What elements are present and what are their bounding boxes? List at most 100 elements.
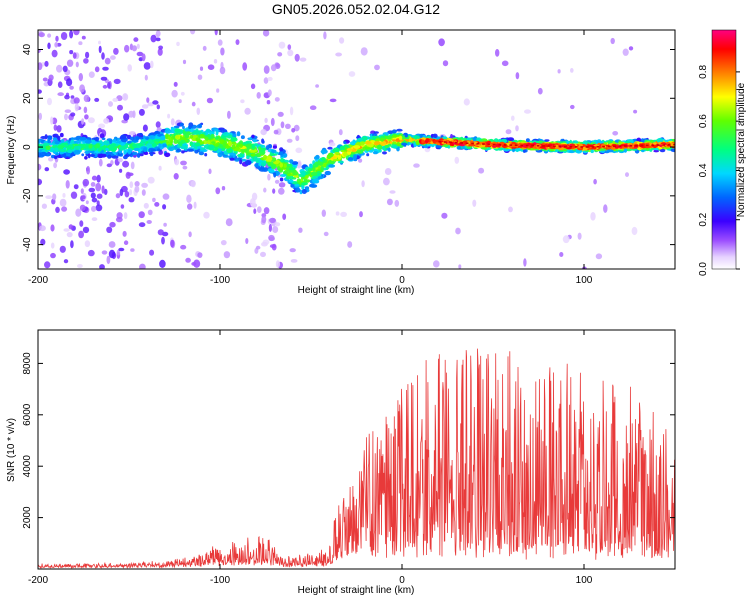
spectrogram-cell	[60, 153, 67, 158]
spectrogram-cell	[240, 99, 245, 104]
colorbar-tick-label: 0.8	[698, 64, 709, 78]
spectrogram-cell	[62, 65, 68, 73]
spectrogram-cell	[141, 189, 146, 196]
spectrogram-cell	[394, 199, 400, 207]
spectrogram-cell	[280, 121, 285, 129]
spectrogram-cell	[268, 234, 275, 242]
spectrogram-cell	[373, 131, 379, 134]
spectrogram-cell	[389, 190, 396, 194]
spectrogram-cell	[134, 185, 140, 193]
y-tick-label: 4000	[22, 455, 33, 478]
y-tick-label: 6000	[22, 403, 33, 426]
spectrogram-cell	[141, 182, 149, 188]
spectrogram-cell	[189, 142, 194, 145]
spectrogram-cell	[320, 166, 324, 171]
spectrogram-cell	[384, 168, 392, 175]
spectrogram-cell	[413, 135, 418, 140]
spectrogram-cell	[633, 109, 638, 114]
spectrogram-cell	[102, 145, 107, 148]
spectrogram-cell	[348, 71, 356, 77]
spectrogram-cell	[346, 148, 353, 151]
spectrogram-cell	[120, 134, 127, 140]
spectrogram-cell	[143, 151, 149, 155]
spectrogram-cell	[279, 174, 287, 177]
spectrogram-cell	[514, 147, 521, 152]
spectrogram-cell	[50, 116, 54, 125]
spectrogram-cell	[505, 129, 512, 135]
spectrogram-cell	[261, 162, 266, 167]
snr-panel: -200 -100 0 100 2000 4000 6000 8000 Height of …	[6, 329, 676, 596]
spectrogram-cell	[236, 144, 239, 148]
spectrogram-cell	[323, 231, 329, 237]
spectrogram-cell	[83, 94, 90, 103]
colorbar: 0.0 0.2 0.4 0.6 0.8 Normalized spectral ampl…	[698, 29, 747, 276]
spectrogram-cell	[100, 76, 108, 81]
spectrogram-cell	[291, 161, 299, 165]
spectrogram-cell	[196, 107, 201, 116]
spectrogram-cell	[433, 260, 440, 268]
spectrogram-cell	[64, 94, 70, 100]
spectrogram-cell	[332, 147, 340, 153]
spectrogram-cell	[544, 139, 550, 142]
spectrogram-cell	[289, 179, 294, 183]
spectrogram-cell	[450, 134, 453, 139]
spectrogram-cell	[221, 186, 226, 191]
spectrogram-cell	[99, 264, 105, 269]
spectrogram-cell	[606, 149, 614, 153]
spectrogram-cell	[299, 57, 307, 62]
spectrogram-cell	[335, 211, 340, 216]
spectrogram-cell	[98, 45, 102, 54]
spectrogram-cell	[370, 130, 376, 135]
spectrogram-cell	[128, 197, 135, 203]
spectrogram-cell	[229, 152, 234, 156]
spectrogram-cell	[283, 170, 291, 174]
spectrogram-cell	[623, 147, 628, 153]
spectrogram-cell	[90, 192, 96, 199]
spectrogram-cell	[63, 259, 69, 264]
spectrogram-cell	[63, 169, 70, 175]
spectrogram-cell	[120, 142, 125, 146]
spectrogram-cell	[50, 224, 55, 232]
x-tick-label: 0	[399, 275, 405, 286]
spectrogram-cell	[194, 142, 201, 147]
spectrogram-cell	[442, 136, 448, 140]
spectrogram-cell	[653, 142, 657, 145]
spectrogram-cell	[557, 69, 561, 74]
spectrogram-cell	[250, 83, 256, 90]
spectrogram-cell	[107, 82, 111, 89]
spectrogram-cell	[139, 153, 144, 157]
spectrogram-cell	[47, 140, 52, 144]
spectrogram-cell	[409, 138, 413, 142]
spectrogram-cell	[171, 89, 178, 98]
spectrogram-cell	[69, 50, 74, 55]
spectrogram-cell	[338, 129, 343, 136]
spectrogram-cell	[51, 49, 58, 58]
spectrogram-cell	[339, 145, 346, 151]
spectrogram-cell	[261, 140, 265, 144]
spectrogram-cell	[70, 240, 74, 249]
spectrogram-cell	[455, 227, 461, 235]
spectrogram-cell	[79, 204, 86, 211]
spectrogram-cell	[312, 178, 319, 184]
spectrogram-cell	[75, 61, 79, 68]
spectrogram-cell	[124, 44, 130, 53]
spectrogram-cell	[321, 150, 325, 155]
spectrogram-cell	[277, 111, 284, 117]
spectrogram-cell	[235, 39, 240, 45]
spectrogram-cell	[137, 136, 144, 140]
spectrogram-cell	[155, 37, 161, 42]
spectrogram-cell	[74, 103, 79, 112]
spectrogram-cell	[275, 222, 281, 227]
spectrogram-cell	[599, 148, 607, 151]
spectrogram-cell	[280, 158, 284, 163]
spectrogram-cell	[173, 81, 178, 87]
spectrogram-cell	[132, 151, 138, 156]
spectrogram-cell	[251, 144, 255, 149]
spectrogram-cell	[571, 144, 576, 148]
spectrogram-cell	[298, 227, 303, 233]
spectrogram-cell	[374, 64, 380, 71]
spectrogram-cell	[267, 89, 272, 97]
spectrogram-cell	[147, 139, 153, 144]
spectrogram-cell	[456, 145, 462, 150]
spectrogram-cell	[294, 53, 300, 62]
